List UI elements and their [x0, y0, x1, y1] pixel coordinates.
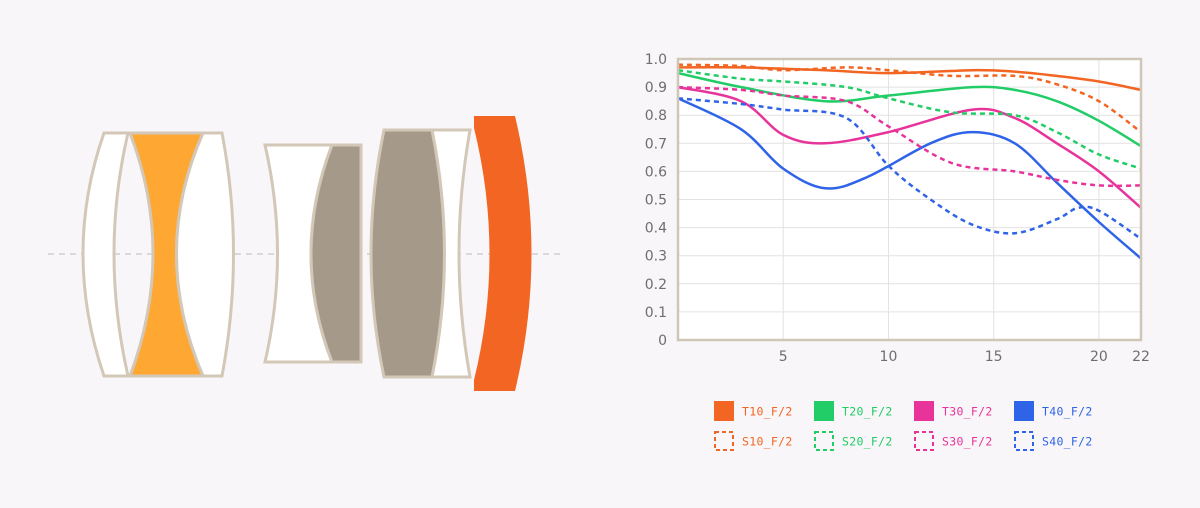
lens-element-6 [369, 128, 446, 379]
y-axis-ticks: 0 0.1 0.2 0.3 0.4 0.5 0.6 0.7 0.8 0.9 1.0 [645, 52, 667, 349]
y-tick-label: 0.8 [645, 108, 667, 124]
legend-swatch [914, 401, 934, 421]
series-line-t40-f-2 [676, 97, 1143, 260]
legend-item: T30_F/2 [914, 401, 993, 421]
lens-element-8 [474, 116, 532, 391]
lens-element-3 [175, 131, 235, 378]
legend-item: S40_F/2 [1014, 431, 1093, 451]
legend-swatch [814, 401, 834, 421]
series-layer [676, 63, 1143, 260]
y-tick-label: 0.7 [645, 136, 667, 152]
x-axis-ticks: 5 10 15 20 22 [779, 349, 1150, 365]
series-line-s30-f-2 [677, 85, 1142, 188]
legend-label: S40_F/2 [1042, 435, 1093, 449]
y-tick-label: 1.0 [645, 52, 667, 68]
legend-swatch [714, 401, 734, 421]
x-tick-label: 5 [779, 349, 788, 365]
grid [678, 58, 1142, 340]
legend-item: T40_F/2 [1014, 401, 1093, 421]
plot-frame [676, 57, 1143, 342]
legend-label: T20_F/2 [842, 405, 893, 419]
legend-swatch [814, 431, 834, 451]
y-tick-label: 0.5 [645, 193, 667, 209]
legend-label: T10_F/2 [742, 405, 793, 419]
legend-item: S10_F/2 [714, 431, 793, 451]
mtf-chart: 0 0.1 0.2 0.3 0.4 0.5 0.6 0.7 0.8 0.9 1.0 5 10 15 20 2… [645, 52, 1150, 365]
legend-label: S20_F/2 [842, 435, 893, 449]
y-tick-label: 0.6 [645, 164, 667, 180]
legend-label: S30_F/2 [942, 435, 993, 449]
series-line-s20-f-2 [677, 68, 1142, 170]
lens-element-5 [309, 143, 363, 364]
series-line-t30-f-2 [676, 85, 1143, 210]
lens-diagram [48, 116, 560, 391]
y-tick-label: 0.9 [645, 80, 667, 96]
legend-swatch [1014, 401, 1034, 421]
lens-element-7 [430, 128, 472, 379]
legend: T10_F/2 T20_F/2 T30_F/2 T40_F/2 S10_F/2 S20_F… [714, 401, 1093, 451]
legend-item: S30_F/2 [914, 431, 993, 451]
x-tick-label: 10 [880, 349, 898, 365]
series-line-t20-f-2 [676, 71, 1143, 148]
series-line-s40-f-2 [677, 97, 1142, 240]
legend-item: T20_F/2 [814, 401, 893, 421]
series-line-s10-f-2 [677, 63, 1142, 134]
y-tick-label: 0.1 [645, 305, 667, 321]
legend-item: T10_F/2 [714, 401, 793, 421]
legend-item: S20_F/2 [814, 431, 893, 451]
legend-swatch [1014, 431, 1034, 451]
y-tick-label: 0.2 [645, 277, 667, 293]
legend-label: T30_F/2 [942, 405, 993, 419]
lens-element-1 [81, 131, 130, 378]
x-tick-label: 20 [1090, 349, 1108, 365]
y-tick-label: 0 [658, 333, 667, 349]
x-tick-label: 15 [985, 349, 1003, 365]
legend-swatch [714, 431, 734, 451]
y-tick-label: 0.3 [645, 249, 667, 265]
legend-label: T40_F/2 [1042, 405, 1093, 419]
x-tick-label: 22 [1132, 349, 1150, 365]
y-tick-label: 0.4 [645, 221, 667, 237]
legend-swatch [914, 431, 934, 451]
legend-label: S10_F/2 [742, 435, 793, 449]
series-line-t10-f-2 [676, 65, 1143, 92]
